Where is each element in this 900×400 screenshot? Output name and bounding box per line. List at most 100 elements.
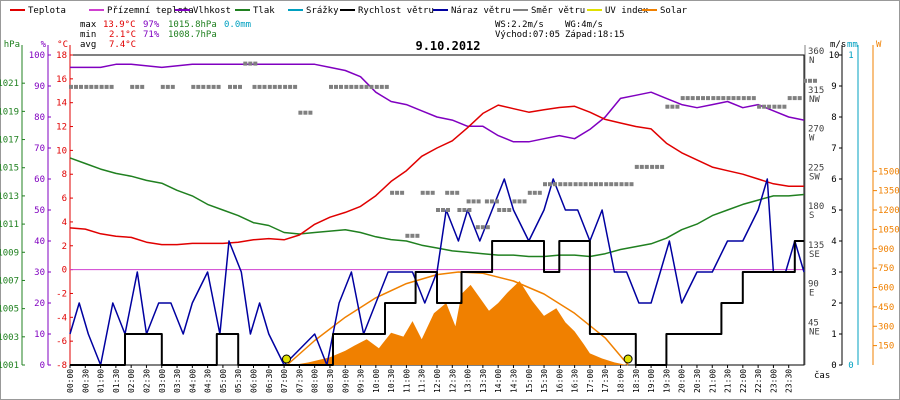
wind-dir-point <box>262 84 267 89</box>
wind-speed-avg: WS:2.2m/s <box>495 20 544 30</box>
wind-dir-point <box>233 84 237 89</box>
x-tick-label: 05:00 <box>219 369 228 393</box>
x-tick-label: 23:30 <box>785 369 794 393</box>
solar-tick-label: 750 <box>878 264 894 274</box>
wind-dir-point <box>494 199 499 204</box>
x-tick-label: 08:30 <box>326 369 335 393</box>
x-tick-label: 22:30 <box>754 369 763 393</box>
temperature-axis-tick-label: 4 <box>62 218 67 228</box>
legend-label: Srážky <box>306 6 339 16</box>
x-tick-label: 09:00 <box>341 369 350 393</box>
wind-dir-point <box>517 199 522 204</box>
wind-dir-point <box>573 182 578 187</box>
wind-dir-point <box>792 96 797 101</box>
x-tick-label: 02:30 <box>142 369 151 393</box>
wind-dir-point <box>359 84 364 89</box>
x-tick-label: 00:30 <box>81 369 90 393</box>
wind-dir-point <box>797 96 802 101</box>
legend-label: Náraz větru <box>451 6 511 16</box>
wind-dir-tick-name: N <box>809 56 814 66</box>
solar-tick-label: 600 <box>878 284 894 294</box>
wind-dir-point <box>598 182 603 187</box>
temperature-axis-tick-label: 16 <box>56 75 67 85</box>
pressure-axis-tick-label: 1019 <box>0 107 19 117</box>
legend-label: Přízemní teplota <box>107 6 194 16</box>
solar-tick-label: 1200 <box>878 206 900 216</box>
stat-min-press: 1008.7hPa <box>168 30 217 40</box>
x-tick-label: 23:00 <box>769 369 778 393</box>
legend-label: Vlhkost <box>193 6 231 16</box>
wind-dir-point <box>467 208 472 212</box>
wind-dir-point <box>283 84 288 89</box>
temperature-axis-tick-label: 10 <box>56 146 67 156</box>
wind-ms-tick-label: 6 <box>831 175 836 185</box>
wind-dir-point <box>680 96 685 101</box>
solar-tick-label: 900 <box>878 245 894 255</box>
legend-label: UV index <box>605 6 649 16</box>
wind-dir-point <box>293 84 298 89</box>
temperature-axis-tick-label: 6 <box>62 194 67 204</box>
wind-dir-tick-name: W <box>809 134 815 144</box>
x-tick-label: 15:30 <box>540 369 549 393</box>
temperature-axis-tick-label: 14 <box>56 99 67 109</box>
wind-ms-tick-label: 8 <box>831 113 836 123</box>
pressure-axis-tick-label: 1015 <box>0 164 19 174</box>
grid: 00:00 00:30 01:00 01:30 02:00 02:30 03:00 03:30… <box>66 269 804 393</box>
wind-dir-point <box>583 182 588 187</box>
wind-dir-point <box>670 104 675 109</box>
temperature-axis-tick-label: -4 <box>56 313 67 323</box>
wind-dir-point <box>757 104 762 109</box>
stats-panel: max 13.9°C 97% 1015.8hPa 0.0mm min 2.1°C… <box>80 20 251 50</box>
x-tick-label: 12:30 <box>448 369 457 393</box>
wind-dir-point <box>135 84 140 89</box>
rain-axis-title: mm <box>847 40 858 50</box>
wind-dir-tick-label: 270 <box>808 125 824 135</box>
humidity-axis-title: % <box>41 40 47 50</box>
wind-dir-point <box>507 208 512 212</box>
x-tick-label: 11:00 <box>402 369 411 393</box>
wind-dir-point <box>741 96 746 101</box>
wind-dir-point <box>288 84 293 89</box>
wind-dir-point <box>767 104 772 109</box>
wind-dir-point <box>344 84 349 89</box>
wind-ms-tick-label: 9 <box>831 82 836 92</box>
sunrise-time: Východ:07:05 <box>495 30 560 40</box>
wind-dir-point <box>777 104 782 109</box>
wind-dir-point <box>502 208 507 212</box>
wind-dir-point <box>395 190 400 195</box>
x-tick-label: 17:30 <box>601 369 610 393</box>
wind-dir-tick-name: NE <box>809 327 820 337</box>
x-tick-label: 18:30 <box>632 369 641 393</box>
wind-dir-point <box>772 104 777 109</box>
humidity-axis-tick-label: 20 <box>34 299 45 309</box>
pressure-axis-tick-label: 1013 <box>0 192 19 202</box>
wind-dir-point <box>553 182 557 187</box>
x-tick-label: 04:30 <box>204 369 213 393</box>
wind-dir-point <box>522 199 527 204</box>
x-tick-label: 13:00 <box>464 369 473 393</box>
wind-dir-point <box>450 190 455 195</box>
x-tick-label: 01:30 <box>112 369 121 393</box>
wind-ms-tick-label: 3 <box>831 268 836 278</box>
wind-dir-point <box>701 96 705 101</box>
x-axis-label: čas <box>814 370 830 381</box>
wind-dir-point <box>563 182 568 187</box>
wind-dir-point <box>484 199 489 204</box>
x-tick-label: 06:30 <box>265 369 274 393</box>
x-tick-label: 11:30 <box>418 369 427 393</box>
x-tick-label: 15:00 <box>525 369 534 393</box>
solar-tick-label: 150 <box>878 342 894 352</box>
wind-dir-point <box>639 164 644 169</box>
gust-line <box>69 178 805 366</box>
wind-dir-point <box>308 110 313 115</box>
legend: Teplota Přízemní teplota Vlhkost Tlak Srážky… <box>10 6 688 16</box>
solar-tick-label: 1500 <box>878 167 900 177</box>
wind-dir-point <box>455 190 460 195</box>
pressure-axis-tick-label: 1001 <box>0 361 19 371</box>
wind-dir-point <box>634 164 639 169</box>
legend-label: Směr větru <box>531 6 585 16</box>
pressure-axis-title: hPa <box>4 40 20 50</box>
wind-dir-point <box>329 84 333 89</box>
stat-avg-label: avg <box>80 40 96 50</box>
wind-dir-point <box>369 84 374 89</box>
